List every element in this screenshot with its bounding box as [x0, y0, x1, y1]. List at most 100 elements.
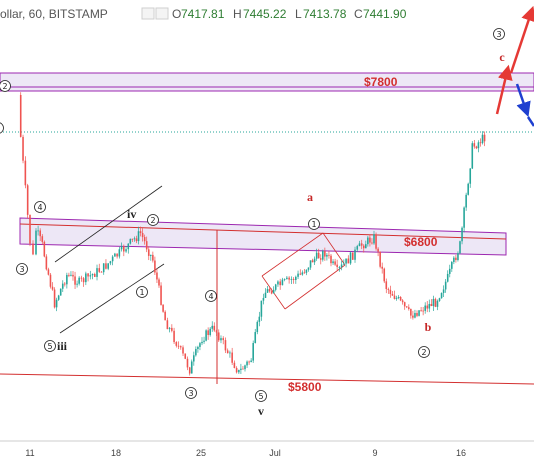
candle-body: [242, 368, 244, 370]
candle-body: [426, 305, 429, 309]
level-label-5800: $5800: [288, 380, 322, 394]
candle-body: [145, 241, 148, 250]
candle-body: [349, 252, 352, 264]
candle-body: [215, 330, 218, 333]
zone-7800[interactable]: [0, 72, 534, 92]
candle-body: [288, 277, 290, 280]
wave-5-v-text: 5: [258, 392, 263, 401]
wave-label-b: b: [425, 320, 432, 334]
wave-label-iii: iii: [57, 339, 68, 353]
candle-body: [222, 338, 225, 341]
x-tick-label: 11: [25, 448, 34, 458]
candle-body: [330, 255, 332, 264]
x-tick-label: 16: [456, 448, 466, 458]
candle-body: [229, 352, 231, 354]
candle-body: [453, 257, 455, 263]
x-axis: 11 18 25 Jul 9 16: [0, 440, 534, 458]
support-line-5800[interactable]: [0, 373, 534, 385]
candle-body: [147, 249, 150, 256]
candle-body: [87, 273, 89, 277]
candle-body: [481, 134, 484, 144]
candle-body: [195, 349, 197, 356]
candle-body: [260, 300, 263, 317]
candle-body: [309, 260, 312, 268]
candle-body: [96, 268, 98, 277]
candle-body: [98, 268, 101, 272]
candle-body: [29, 214, 31, 244]
candle-body: [432, 298, 435, 307]
candle-body: [120, 246, 123, 250]
candle-body: [483, 134, 486, 142]
candle-body: [360, 243, 363, 246]
candle-body: [286, 277, 288, 280]
candle-body: [129, 238, 132, 244]
wave-label-2-left: 2: [0, 80, 11, 92]
ohlc-low-value: 7413.78: [303, 7, 347, 21]
eye-icon[interactable]: [141, 7, 155, 20]
wave-3-left-text: 3: [19, 265, 24, 274]
candle-body: [279, 281, 281, 286]
candle-body: [158, 279, 160, 286]
candle-body: [473, 143, 476, 147]
candle-body: [173, 330, 175, 343]
x-tick-label: 25: [196, 448, 206, 458]
candle-body: [211, 325, 214, 329]
candle-body: [143, 237, 146, 242]
candle-body: [127, 243, 130, 250]
candle-body: [133, 238, 136, 240]
candle-body: [68, 274, 70, 276]
candle-body: [139, 231, 142, 233]
arrow-blue-2: [526, 116, 534, 127]
channel-upper-line[interactable]: [54, 185, 163, 263]
candle-body: [277, 281, 279, 285]
candle-body: [220, 338, 222, 341]
channel-lower-line[interactable]: [59, 263, 165, 334]
x-tick-label: Jul: [269, 448, 281, 458]
ohlc-high-value: 7445.22: [243, 7, 287, 21]
ohlc-low-key: L: [295, 7, 302, 21]
x-tick-label: 9: [372, 448, 377, 458]
candle-body: [49, 274, 52, 287]
candle-body: [250, 360, 252, 362]
candle-body: [436, 300, 439, 307]
candle-body: [322, 251, 324, 260]
wave-1-a-text: 1: [311, 220, 316, 229]
candle-body: [248, 361, 250, 363]
candle-body: [412, 315, 414, 318]
candle-body: [235, 367, 238, 373]
candle-body: [141, 232, 144, 238]
candle-body: [137, 231, 140, 242]
candle-body: [162, 304, 164, 312]
candle-body: [109, 261, 112, 264]
candle-body: [35, 230, 37, 255]
candle-body: [179, 346, 182, 348]
wave-1-channel-text: 1: [139, 288, 144, 297]
wave-label-4-left: 4: [34, 201, 46, 213]
wave-label-3-top: 3: [493, 28, 505, 40]
candle-body: [290, 278, 293, 280]
candle-body: [231, 352, 233, 363]
candle-body: [416, 313, 418, 316]
candle-body: [171, 327, 173, 331]
candle-body: [328, 254, 330, 256]
candle-body: [100, 271, 103, 273]
ohlc-high-key: H: [233, 7, 242, 21]
channel-a-lower[interactable]: [284, 264, 346, 310]
candle-body: [347, 258, 350, 264]
wave-label-2-b: 2: [418, 346, 430, 358]
candle-body: [123, 246, 125, 252]
candle-body: [91, 274, 94, 276]
x-tick-label: 18: [111, 448, 121, 458]
candle-body: [292, 278, 295, 280]
candle-body: [160, 285, 162, 305]
candle-body: [51, 286, 54, 290]
candle-body: [405, 306, 408, 308]
candle-body: [76, 283, 78, 285]
wave-label-iv: iv: [127, 207, 136, 221]
candle-body: [299, 273, 302, 275]
settings-icon[interactable]: [155, 7, 169, 20]
candle-body: [177, 345, 180, 347]
wave-label-4-mid: 4: [205, 290, 217, 302]
channel-a-upper[interactable]: [261, 232, 324, 277]
